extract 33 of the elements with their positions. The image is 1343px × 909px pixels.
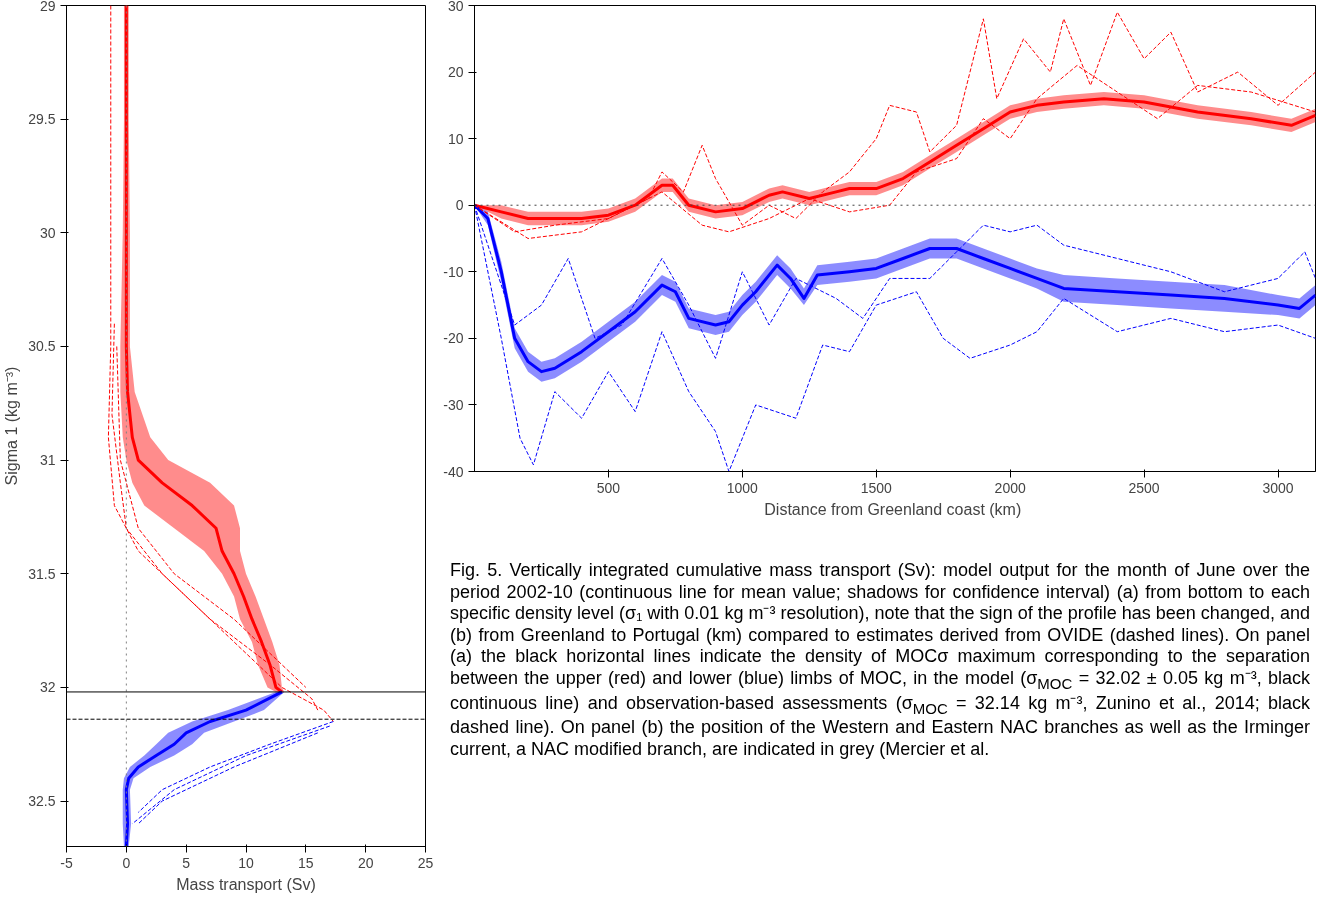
x-tick-label: 5 — [182, 854, 191, 871]
x-tick-label: 500 — [596, 479, 621, 496]
y-tick-label: 30 — [39, 224, 56, 241]
y-tick-label: 10 — [447, 130, 464, 147]
x-axis-title: Distance from Greenland coast (km) — [764, 500, 1022, 518]
x-tick-label: 10 — [238, 854, 254, 871]
x-axis-title: Mass transport (Sv) — [176, 875, 316, 893]
x-tick-label: 0 — [122, 854, 131, 871]
x-tick-label: 1500 — [860, 479, 893, 496]
y-tick-label: -20 — [443, 330, 464, 347]
y-tick-label: 20 — [447, 64, 464, 81]
y-tick-label: -40 — [443, 463, 464, 480]
y-tick-label: 31.5 — [28, 565, 56, 582]
x-tick-label: 1000 — [726, 479, 759, 496]
y-tick-label: 29.5 — [28, 111, 56, 128]
x-tick-label: 2000 — [994, 479, 1026, 496]
y-tick-label: 32 — [39, 679, 56, 696]
y-tick-label: 29 — [39, 0, 56, 14]
x-tick-label: 25 — [417, 854, 434, 871]
x-tick-label: -5 — [60, 854, 73, 871]
y-tick-label: 32.5 — [28, 793, 56, 810]
x-tick-label: 20 — [357, 854, 374, 871]
y-tick-label: -10 — [443, 263, 464, 280]
y-tick-label: 30.5 — [28, 338, 56, 355]
y-tick-label: 30 — [447, 0, 464, 14]
y-tick-label: 0 — [455, 197, 464, 214]
y-axis-title: Sigma 1 (kg m⁻³) — [3, 366, 21, 486]
y-tick-label: 31 — [39, 452, 56, 469]
y-tick-label: -30 — [443, 396, 464, 413]
x-tick-label: 3000 — [1262, 479, 1294, 496]
text: Fig. 5. Vertically integrated cumulative mass transport (Sv): model output for the month of June over the period 2002-10 (continuous line for mean value; shadows for confidence interval) (a) from bottom to each specific density level (σ₁ with 0.01 kg m⁻³ resolution), note that the sign of the profile has been changed, and (b) from Greenland to Portugal (km) compared to estimates derived from OVIDE (dashed lines). On panel (a) the black horizontal lines indicate the density of MOCσ maximum corresponding to the separation between the upper (red) and lower (blue) limbs of MOC, in the model (σ$_{MOC}$ = 32.02 ± 0.05 kg m⁻³, black continuous line) and observation-based assessments (σ$_{MOC}$ = 32.14 kg m⁻³, Zunino et al., 2014; black dashed line). On panel (b) the position of the Western and Eastern NAC branches as well as the Irminger current, a NAC modified branch, are indicated in grey (Mercier et al. — [450, 560, 1310, 759]
x-tick-label: 2500 — [1128, 479, 1160, 496]
x-tick-label: 15 — [298, 854, 314, 871]
